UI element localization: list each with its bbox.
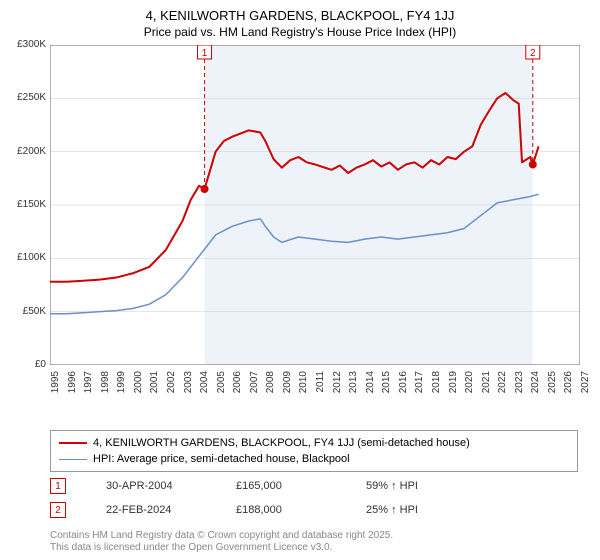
chart-title-line1: 4, KENILWORTH GARDENS, BLACKPOOL, FY4 1J… [0, 0, 600, 23]
sale-delta-1: 59% ↑ HPI [366, 480, 456, 492]
legend-swatch-property [59, 442, 87, 444]
legend-swatch-hpi [59, 459, 87, 460]
x-tick-label: 2010 [298, 371, 309, 399]
x-tick-label: 2011 [315, 371, 326, 399]
x-tick-label: 2025 [547, 371, 558, 399]
footer-line1: Contains HM Land Registry data © Crown c… [50, 530, 393, 542]
x-tick-label: 2020 [464, 371, 475, 399]
legend-label-hpi: HPI: Average price, semi-detached house,… [93, 451, 350, 467]
sale-delta-2: 25% ↑ HPI [366, 504, 456, 516]
svg-text:1: 1 [202, 48, 208, 59]
x-tick-label: 2000 [133, 371, 144, 399]
x-tick-label: 2001 [149, 371, 160, 399]
chart-title-line2: Price paid vs. HM Land Registry's House … [0, 23, 600, 39]
y-tick-label: £300K [0, 39, 46, 50]
sale-price-2: £188,000 [236, 504, 326, 516]
sale-date-1: 30-APR-2004 [106, 480, 196, 492]
x-tick-label: 2017 [414, 371, 425, 399]
x-tick-label: 2021 [481, 371, 492, 399]
sale-date-2: 22-FEB-2024 [106, 504, 196, 516]
y-tick-label: £150K [0, 199, 46, 210]
x-tick-label: 1999 [116, 371, 127, 399]
x-tick-label: 2016 [398, 371, 409, 399]
x-tick-label: 2018 [431, 371, 442, 399]
x-tick-label: 2013 [348, 371, 359, 399]
y-tick-label: £250K [0, 92, 46, 103]
x-tick-label: 1996 [67, 371, 78, 399]
chart-svg: 12 [50, 45, 580, 365]
legend-item-hpi: HPI: Average price, semi-detached house,… [59, 451, 569, 467]
x-tick-label: 2008 [265, 371, 276, 399]
legend-item-property: 4, KENILWORTH GARDENS, BLACKPOOL, FY4 1J… [59, 435, 569, 451]
x-tick-label: 2027 [580, 371, 591, 399]
x-tick-label: 2007 [249, 371, 260, 399]
x-tick-label: 2023 [514, 371, 525, 399]
y-tick-label: £0 [0, 359, 46, 370]
sale-price-1: £165,000 [236, 480, 326, 492]
x-tick-label: 1997 [83, 371, 94, 399]
sale-marker-2: 2 [50, 502, 66, 518]
x-tick-label: 2024 [530, 371, 541, 399]
x-tick-label: 2012 [332, 371, 343, 399]
sale-row-2: 2 22-FEB-2024 £188,000 25% ↑ HPI [50, 502, 456, 518]
legend-label-property: 4, KENILWORTH GARDENS, BLACKPOOL, FY4 1J… [93, 435, 470, 451]
x-tick-label: 2009 [282, 371, 293, 399]
x-tick-label: 2019 [448, 371, 459, 399]
x-tick-label: 2014 [365, 371, 376, 399]
chart-container: 4, KENILWORTH GARDENS, BLACKPOOL, FY4 1J… [0, 0, 600, 560]
y-tick-label: £100K [0, 252, 46, 263]
x-tick-label: 2002 [166, 371, 177, 399]
x-tick-label: 2015 [381, 371, 392, 399]
x-tick-label: 2005 [216, 371, 227, 399]
legend: 4, KENILWORTH GARDENS, BLACKPOOL, FY4 1J… [50, 430, 578, 472]
footer-line2: This data is licensed under the Open Gov… [50, 542, 393, 554]
y-tick-label: £200K [0, 146, 46, 157]
x-tick-label: 2026 [563, 371, 574, 399]
sale-row-1: 1 30-APR-2004 £165,000 59% ↑ HPI [50, 478, 456, 494]
chart-plot-area: 12 [50, 45, 580, 365]
x-tick-label: 2003 [183, 371, 194, 399]
y-tick-label: £50K [0, 306, 46, 317]
x-tick-label: 2022 [497, 371, 508, 399]
svg-text:2: 2 [530, 48, 536, 59]
footer-attribution: Contains HM Land Registry data © Crown c… [50, 530, 393, 554]
x-tick-label: 1995 [50, 371, 61, 399]
x-tick-label: 2006 [232, 371, 243, 399]
x-tick-label: 2004 [199, 371, 210, 399]
x-tick-label: 1998 [100, 371, 111, 399]
sale-marker-1: 1 [50, 478, 66, 494]
